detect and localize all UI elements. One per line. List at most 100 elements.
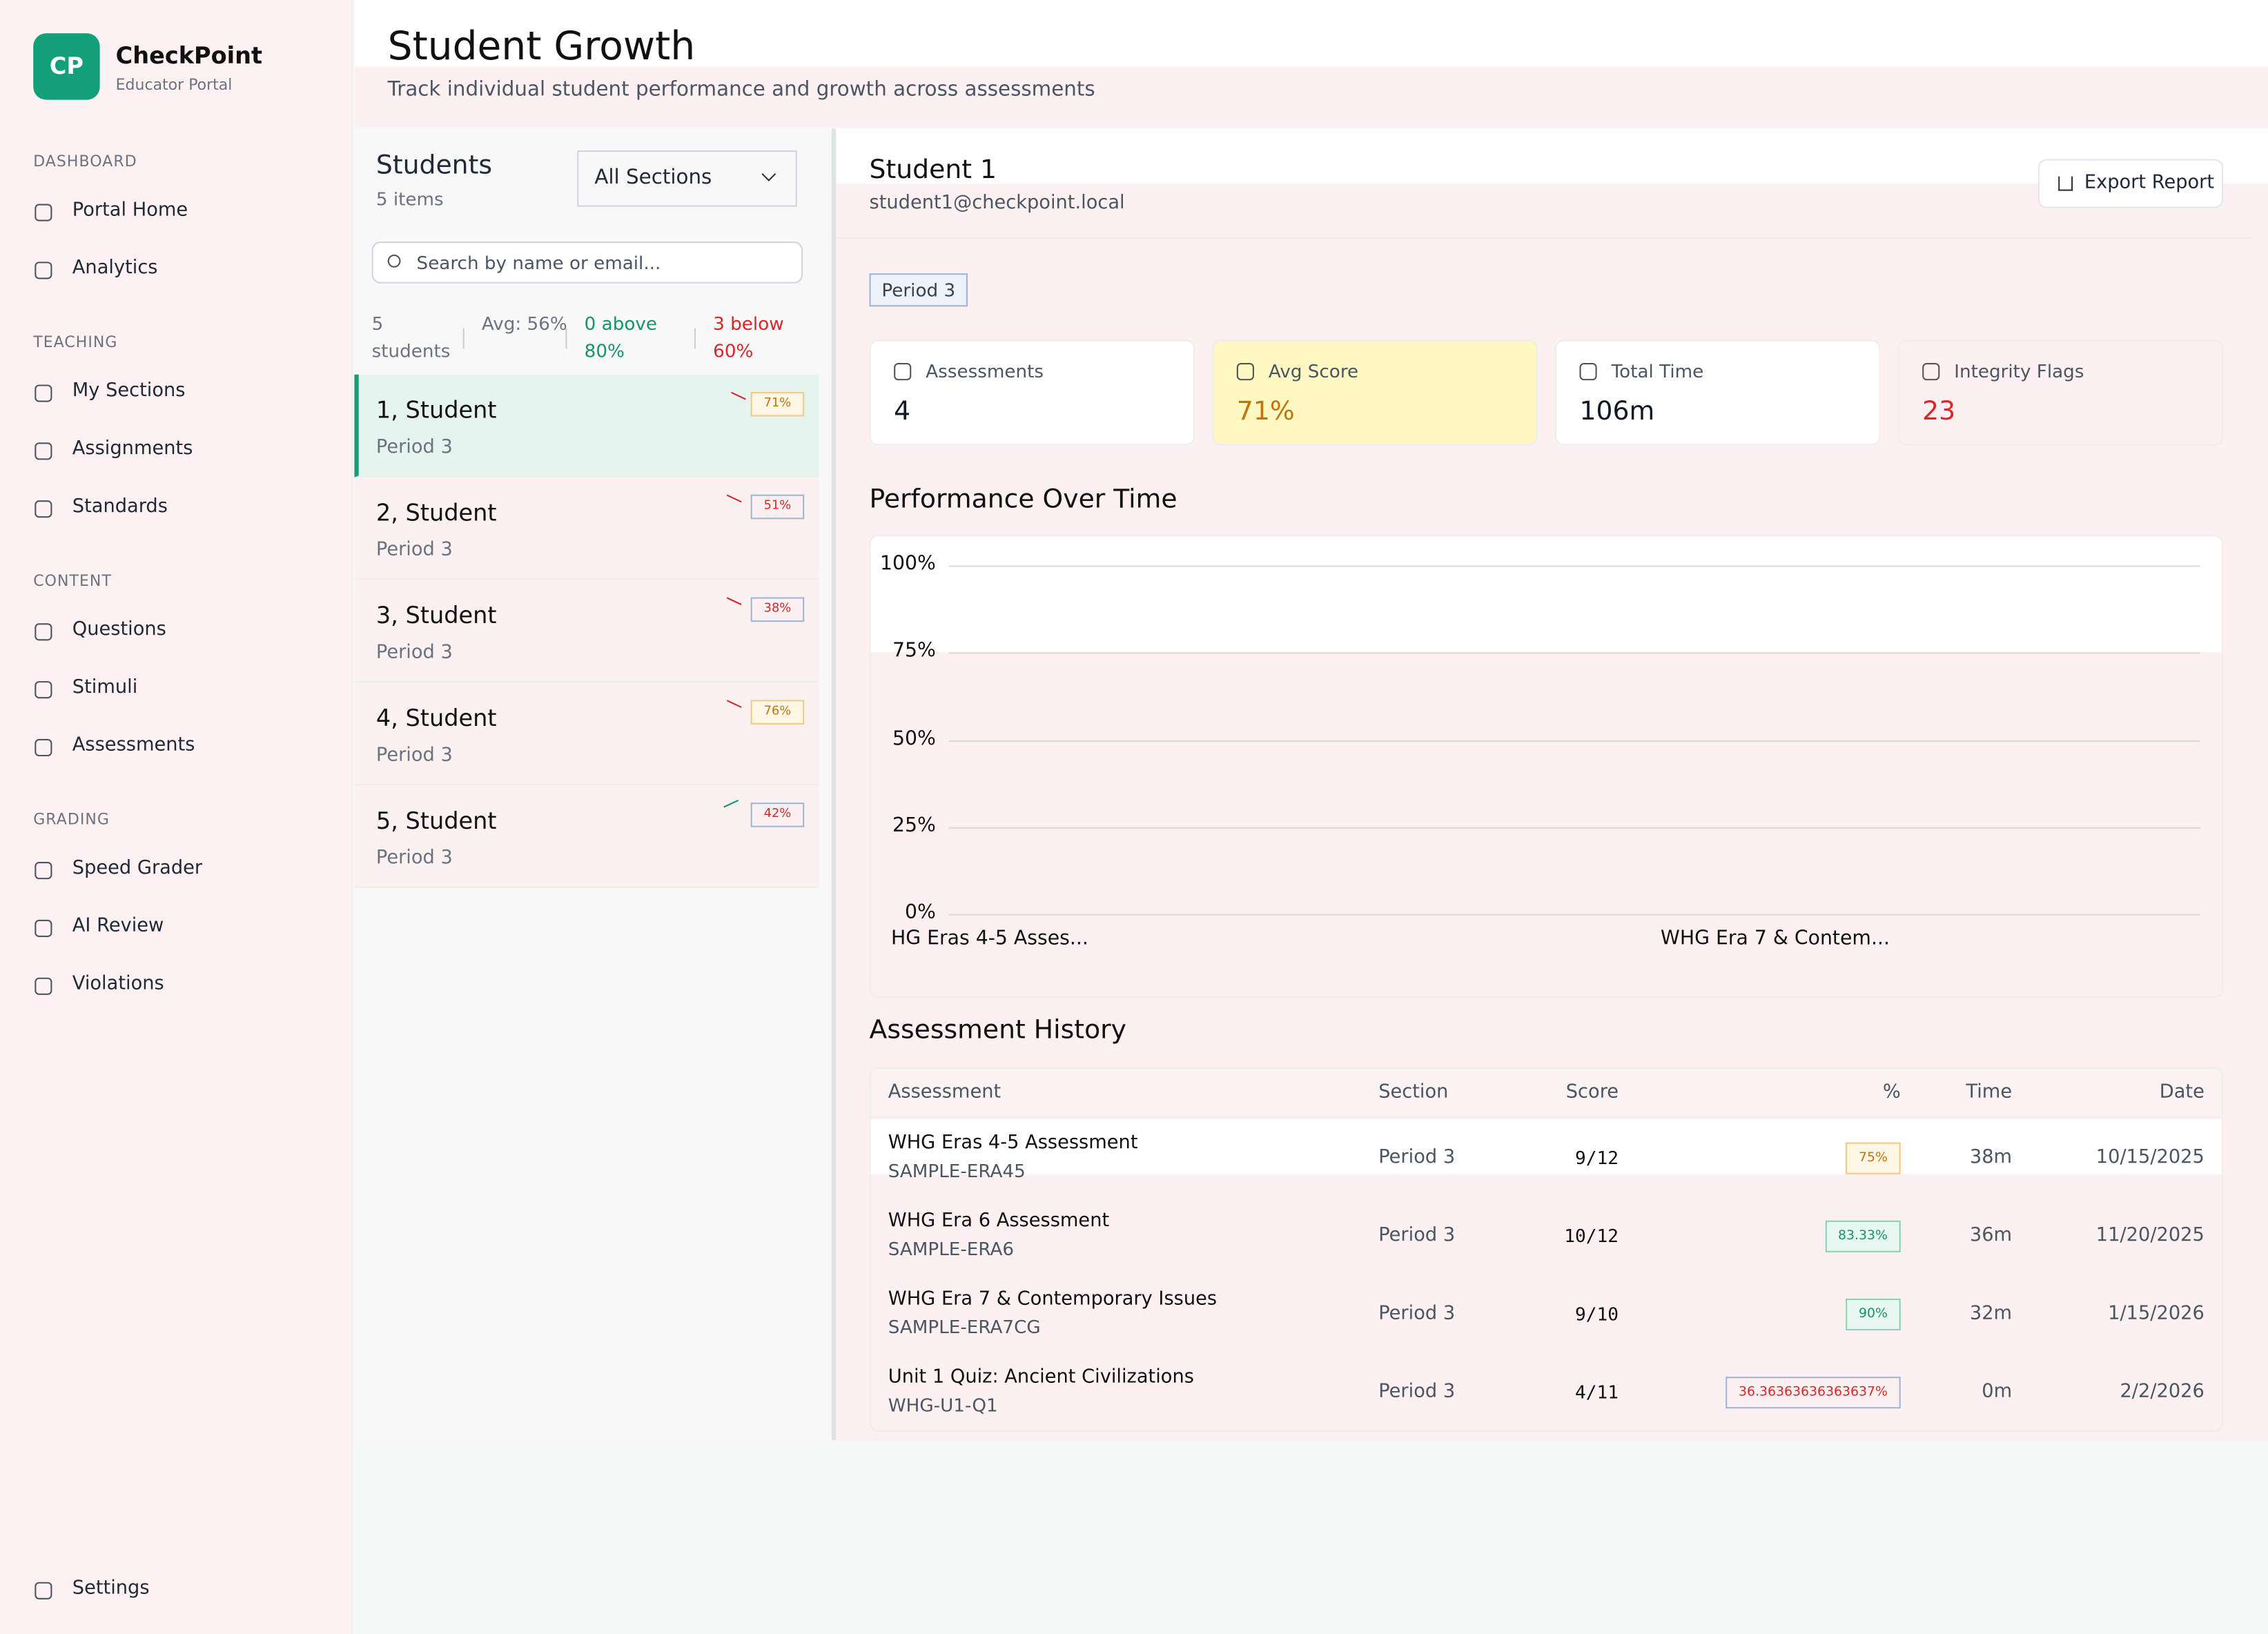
detail-panel: Student 1 student1@checkpoint.local Export… (836, 128, 2268, 1441)
student-section: Period 3 (375, 539, 453, 562)
student-name: 4, Student (375, 704, 497, 732)
cell-score: 9/12 (1574, 1146, 1619, 1169)
nav-item[interactable]: Assessments (72, 734, 195, 757)
stat-value: 106m (1579, 396, 1655, 427)
divider (565, 328, 567, 349)
summary-stat: 3 below 60% (713, 312, 784, 362)
nav-item[interactable]: Speed Grader (72, 857, 203, 880)
nav-item[interactable]: AI Review (72, 915, 164, 938)
export-button[interactable]: Export Report (2037, 159, 2224, 208)
trend-icon (727, 391, 746, 406)
grid-line (948, 652, 2200, 654)
page-title: Student Growth (387, 24, 696, 70)
nav-item[interactable]: Violations (72, 973, 164, 995)
page-subtitle: Track individual student performance and… (387, 78, 1095, 101)
percent-badge: 90% (1846, 1298, 1901, 1331)
grid-line (948, 565, 2200, 567)
icon (35, 862, 52, 880)
nav-item[interactable]: Portal Home (72, 199, 188, 222)
grid-line (948, 914, 2200, 916)
summary-stat: 0 above 80% (584, 312, 658, 362)
search-icon (387, 254, 401, 268)
icon (35, 442, 52, 460)
assessment-code: SAMPLE-ERA6 (888, 1237, 1015, 1260)
panel-title: Students (375, 150, 493, 181)
student-section: Period 3 (375, 436, 453, 459)
panel-divider (832, 128, 837, 1441)
grid-line (948, 827, 2200, 829)
chart-card: 100% 75% 50% 25% 0% HG Eras 4-5 Asses... WHG E… (869, 535, 2224, 998)
nav-item[interactable]: Stimuli (72, 676, 138, 699)
icon (894, 363, 912, 381)
y-tick-label: 75% (892, 639, 936, 663)
icon (1579, 363, 1597, 381)
summary-stat: Avg: 56% (481, 312, 567, 335)
cell-time: 0m (1982, 1381, 2013, 1403)
nav-item[interactable]: Questions (72, 618, 166, 641)
section-select[interactable]: All Sections (577, 150, 797, 207)
column-header: % (1882, 1081, 1901, 1104)
stat-card: Avg Score 71% (1212, 339, 1538, 446)
column-header: Time (1966, 1081, 2013, 1104)
trend-icon (723, 597, 742, 612)
student-email: student1@checkpoint.local (869, 192, 1125, 215)
assessment-name: WHG Era 7 & Contemporary Issues (888, 1288, 1218, 1310)
detail-top (836, 128, 2268, 184)
header-top (354, 0, 2268, 67)
student-row[interactable]: 4, Student Period 3 76% (354, 682, 819, 785)
button-text: Export Report (2084, 172, 2215, 194)
nav-item[interactable]: Settings (72, 1577, 150, 1599)
nav-item[interactable]: Standards (72, 495, 168, 518)
logo: CP (33, 33, 100, 100)
grid-line (948, 739, 2200, 742)
percent-badge: 36.36363636363637% (1726, 1377, 1901, 1409)
cell-score: 9/10 (1574, 1303, 1619, 1325)
brand-name: CheckPoint (115, 41, 263, 70)
assessment-code: SAMPLE-ERA45 (888, 1159, 1026, 1182)
student-row[interactable]: 3, Student Period 3 38% (354, 580, 819, 683)
nav-item[interactable]: Analytics (72, 257, 158, 279)
divider (694, 328, 696, 349)
stat-value: 4 (894, 396, 911, 427)
header: Student Growth Track individual student p… (354, 0, 2268, 128)
icon (35, 1582, 52, 1599)
stat-label: Assessments (926, 360, 1044, 382)
x-tick-label: WHG Era 7 & Contem... (1660, 927, 1890, 950)
student-name: 2, Student (375, 499, 497, 526)
cell-time: 32m (1969, 1303, 2013, 1325)
cell-time: 36m (1969, 1225, 2013, 1247)
cell-section: Period 3 (1378, 1146, 1456, 1169)
summary-stat: 5 students (371, 312, 451, 362)
stat-label: Total Time (1611, 360, 1704, 382)
percent-badge: 75% (1846, 1142, 1901, 1174)
nav-item[interactable]: Assignments (72, 437, 193, 460)
nav-group-label: TEACHING (33, 334, 118, 352)
assessment-name: WHG Eras 4-5 Assessment (888, 1132, 1138, 1154)
search-input[interactable]: Search by name or email... (371, 241, 803, 284)
search-placeholder: Search by name or email... (416, 251, 661, 274)
icon (35, 623, 52, 641)
student-row[interactable]: 2, Student Period 3 51% (354, 477, 819, 580)
student-section: Period 3 (375, 642, 453, 664)
icon (1236, 363, 1254, 381)
nav-group-label: DASHBOARD (33, 153, 137, 171)
assessment-code: SAMPLE-ERA7CG (888, 1316, 1041, 1338)
cell-time: 38m (1969, 1146, 2013, 1169)
student-row[interactable]: 1, Student Period 3 71% (354, 374, 819, 478)
stat-value: 71% (1236, 396, 1295, 427)
trend-icon (723, 799, 742, 814)
y-tick-label: 100% (880, 552, 936, 576)
section-title: Performance Over Time (869, 484, 1177, 515)
chart-top (870, 536, 2222, 653)
cell-date: 2/2/2026 (2120, 1381, 2205, 1403)
cell-score: 4/11 (1574, 1381, 1619, 1403)
icon (35, 384, 52, 402)
icon (35, 977, 52, 995)
percent-badge: 83.33% (1825, 1220, 1901, 1252)
nav-item[interactable]: My Sections (72, 380, 186, 402)
student-row[interactable]: 5, Student Period 3 42% (354, 785, 819, 888)
assessment-name: Unit 1 Quiz: Ancient Civilizations (888, 1366, 1194, 1388)
cell-section: Period 3 (1378, 1303, 1456, 1325)
sidebar: CP CheckPoint Educator Portal DASHBOARD Port… (0, 0, 353, 1634)
